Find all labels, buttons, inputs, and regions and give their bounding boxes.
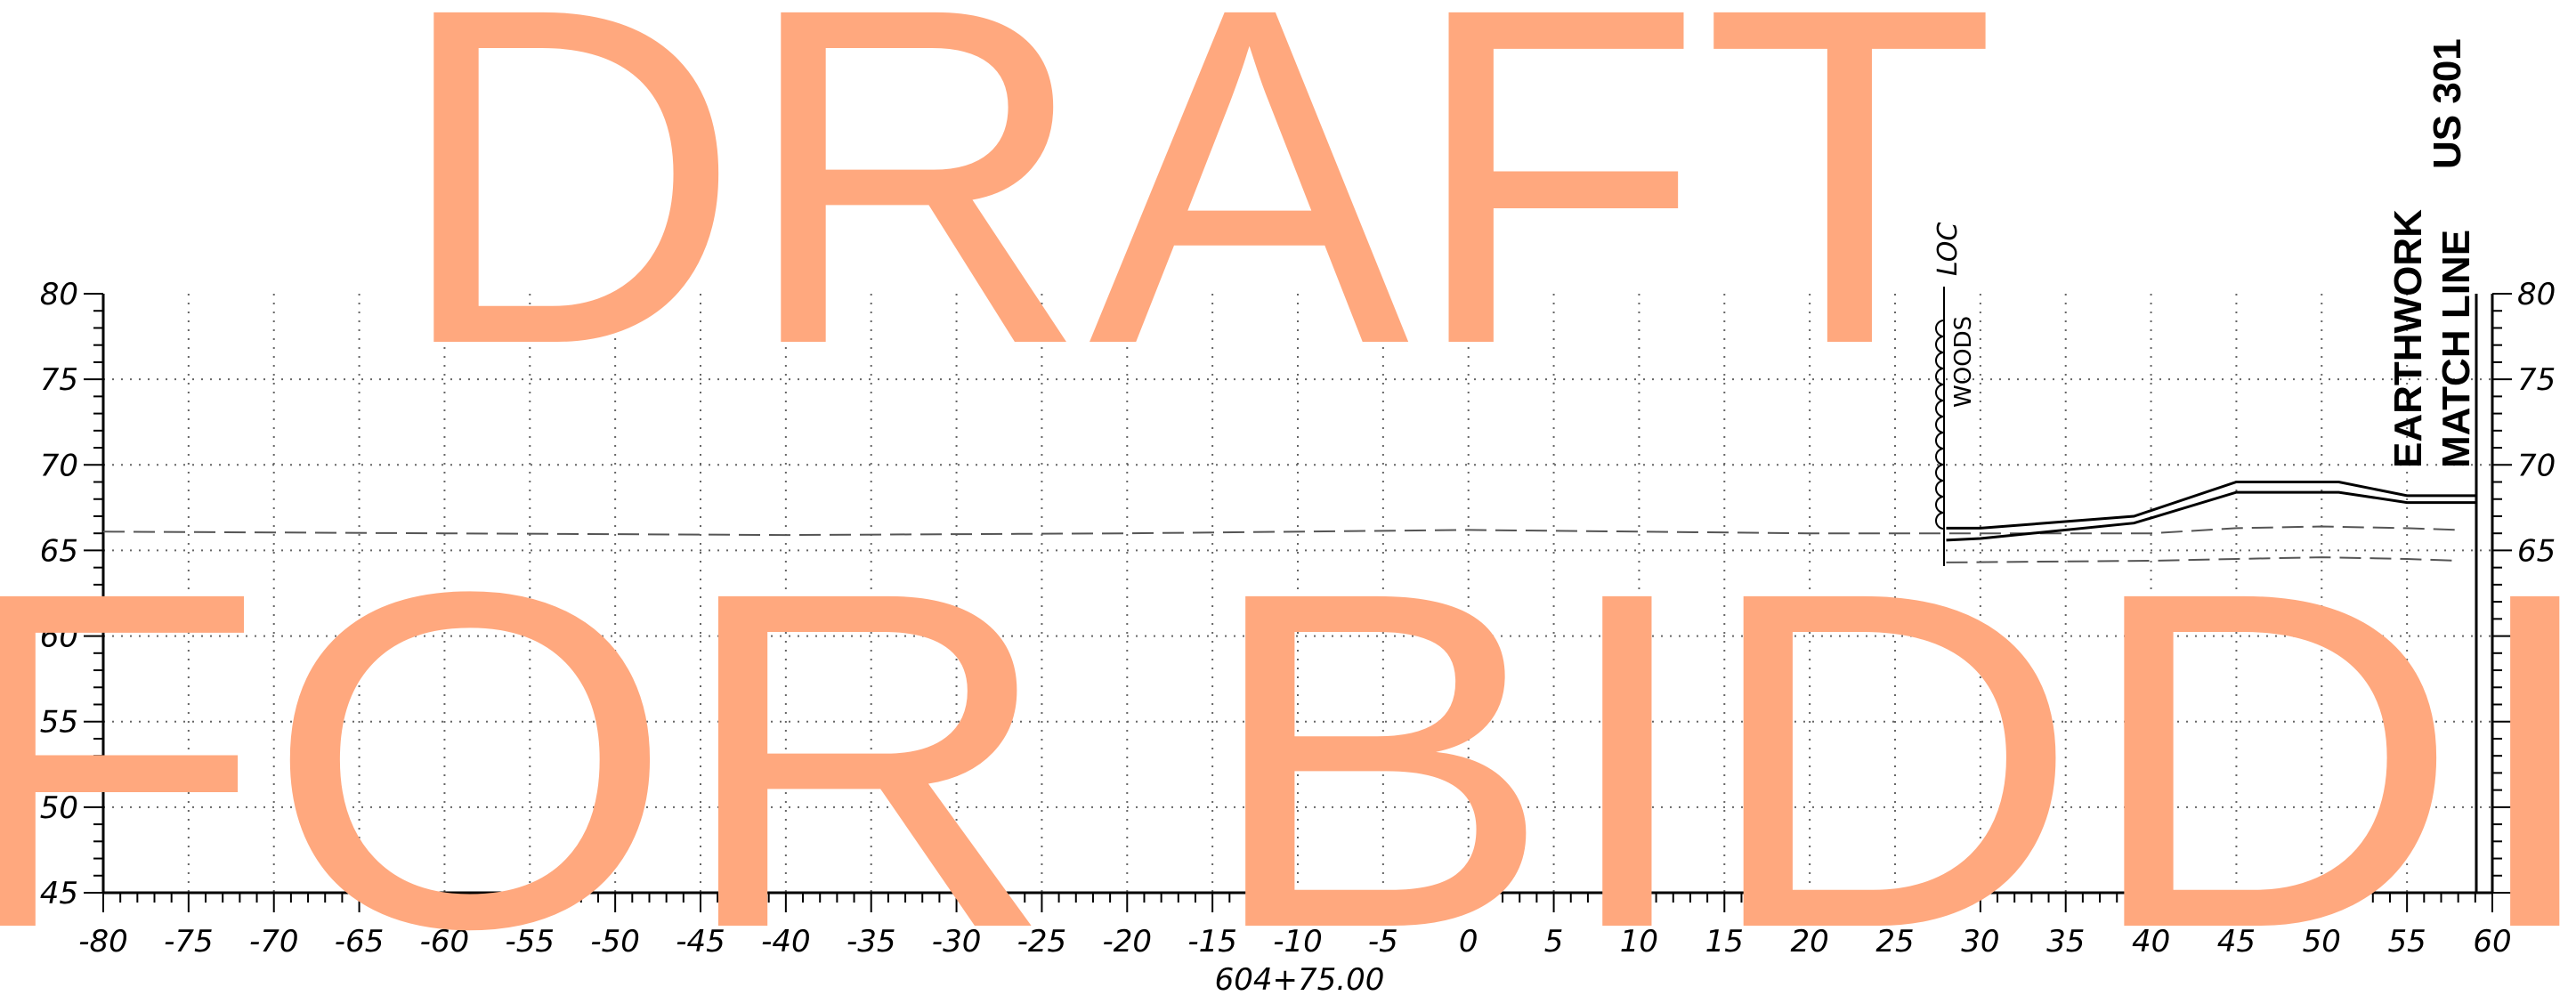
x-tick-label: -65: [335, 924, 385, 959]
x-tick-label: 35: [2046, 924, 2085, 959]
y-axis-left-labels: 45 50 55 60 65 70 75 80: [40, 277, 78, 911]
y-tick-label: 45: [2517, 876, 2556, 911]
x-tick-label: -30: [932, 924, 982, 959]
x-tick-label: -40: [761, 924, 811, 959]
y-tick-label: 75: [40, 362, 78, 398]
y-tick-label: 65: [2517, 533, 2556, 569]
x-axis-labels: -80 -75 -70 -65 -60 -55 -50 -45 -40 -35 -30 -25 -20-…: [78, 924, 2511, 959]
y-tick-label: 50: [2517, 790, 2556, 826]
x-tick-label: 20: [1791, 924, 1829, 959]
x-tick-label: 0: [1459, 924, 1478, 959]
x-tick-label: 30: [1961, 924, 1999, 959]
y-axis-right-labels: 45 50 55 60 65 70 75 80: [2517, 277, 2556, 911]
x-tick-label: -15: [1187, 924, 1237, 959]
watermark-draft: DRAFT: [394, 0, 1997, 444]
x-tick-label: 55: [2388, 924, 2426, 959]
y-tick-label: 65: [40, 533, 78, 569]
x-tick-label: -80: [78, 924, 128, 959]
y-tick-label: 55: [40, 705, 78, 741]
proposed-grade-bottom-line: [1946, 490, 2475, 542]
x-tick-label: -5: [1368, 924, 1398, 959]
existing-ditch-line: [1946, 556, 2459, 563]
station-label: 604+75.00: [1215, 962, 1385, 998]
x-tick-label: 45: [2217, 924, 2256, 959]
y-tick-label: 80: [2517, 277, 2556, 312]
y-tick-label: 75: [2517, 362, 2556, 398]
proposed-grade-top-line: [1946, 481, 2475, 530]
match-line-label-3: US 301: [2426, 38, 2469, 169]
woods-label: WOODS: [1950, 316, 1977, 408]
x-tick-label: 40: [2132, 924, 2170, 959]
match-line-label-1: EARTHWORK: [2386, 209, 2430, 468]
match-line-label-2: MATCH LINE: [2434, 230, 2478, 468]
woods-symbol: [1935, 320, 1945, 530]
loc-label: LOC: [1932, 223, 1964, 276]
x-tick-label: -55: [506, 924, 555, 959]
y-tick-label: 55: [2517, 705, 2556, 741]
y-tick-label: 70: [40, 448, 78, 483]
x-tick-label: -35: [847, 924, 896, 959]
existing-ground-line: [102, 525, 2459, 537]
x-tick-label: 15: [1705, 924, 1744, 959]
x-tick-label: 25: [1875, 924, 1914, 959]
y-tick-label: 45: [40, 876, 78, 911]
x-tick-label: 60: [2473, 924, 2511, 959]
x-tick-label: 5: [1544, 924, 1564, 959]
tick-marks: [84, 293, 2512, 912]
x-tick-label: -70: [249, 924, 299, 959]
x-tick-label: 50: [2303, 924, 2341, 959]
x-tick-label: -20: [1103, 924, 1153, 959]
y-tick-label: 60: [2517, 619, 2556, 655]
watermark-for-bidding: FOR BIDDI: [0, 493, 2576, 1004]
x-tick-label: -75: [164, 924, 214, 959]
x-tick-label: -50: [590, 924, 640, 959]
x-tick-label: 10: [1620, 924, 1658, 959]
y-tick-label: 70: [2517, 448, 2556, 483]
x-tick-label: -45: [676, 924, 725, 959]
grid-lines: [103, 294, 2492, 893]
x-tick-label: -25: [1017, 924, 1067, 959]
x-tick-label: -10: [1273, 924, 1323, 959]
y-tick-label: 50: [40, 790, 78, 826]
x-tick-label: -60: [420, 924, 470, 959]
y-tick-label: 80: [40, 277, 78, 312]
y-tick-label: 60: [40, 619, 78, 655]
